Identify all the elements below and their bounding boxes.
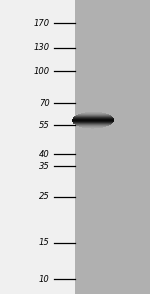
Text: 35: 35 [39,162,50,171]
Bar [0,0,75,294]
Text: 55: 55 [39,121,50,130]
Text: 25: 25 [39,192,50,201]
Text: 40: 40 [39,150,50,158]
Bar [75,0,150,294]
Text: 15: 15 [39,238,50,247]
Text: 10: 10 [39,275,50,284]
Text: 130: 130 [33,43,50,52]
Text: 70: 70 [39,99,50,108]
Text: 100: 100 [33,67,50,76]
Text: 170: 170 [33,19,50,28]
